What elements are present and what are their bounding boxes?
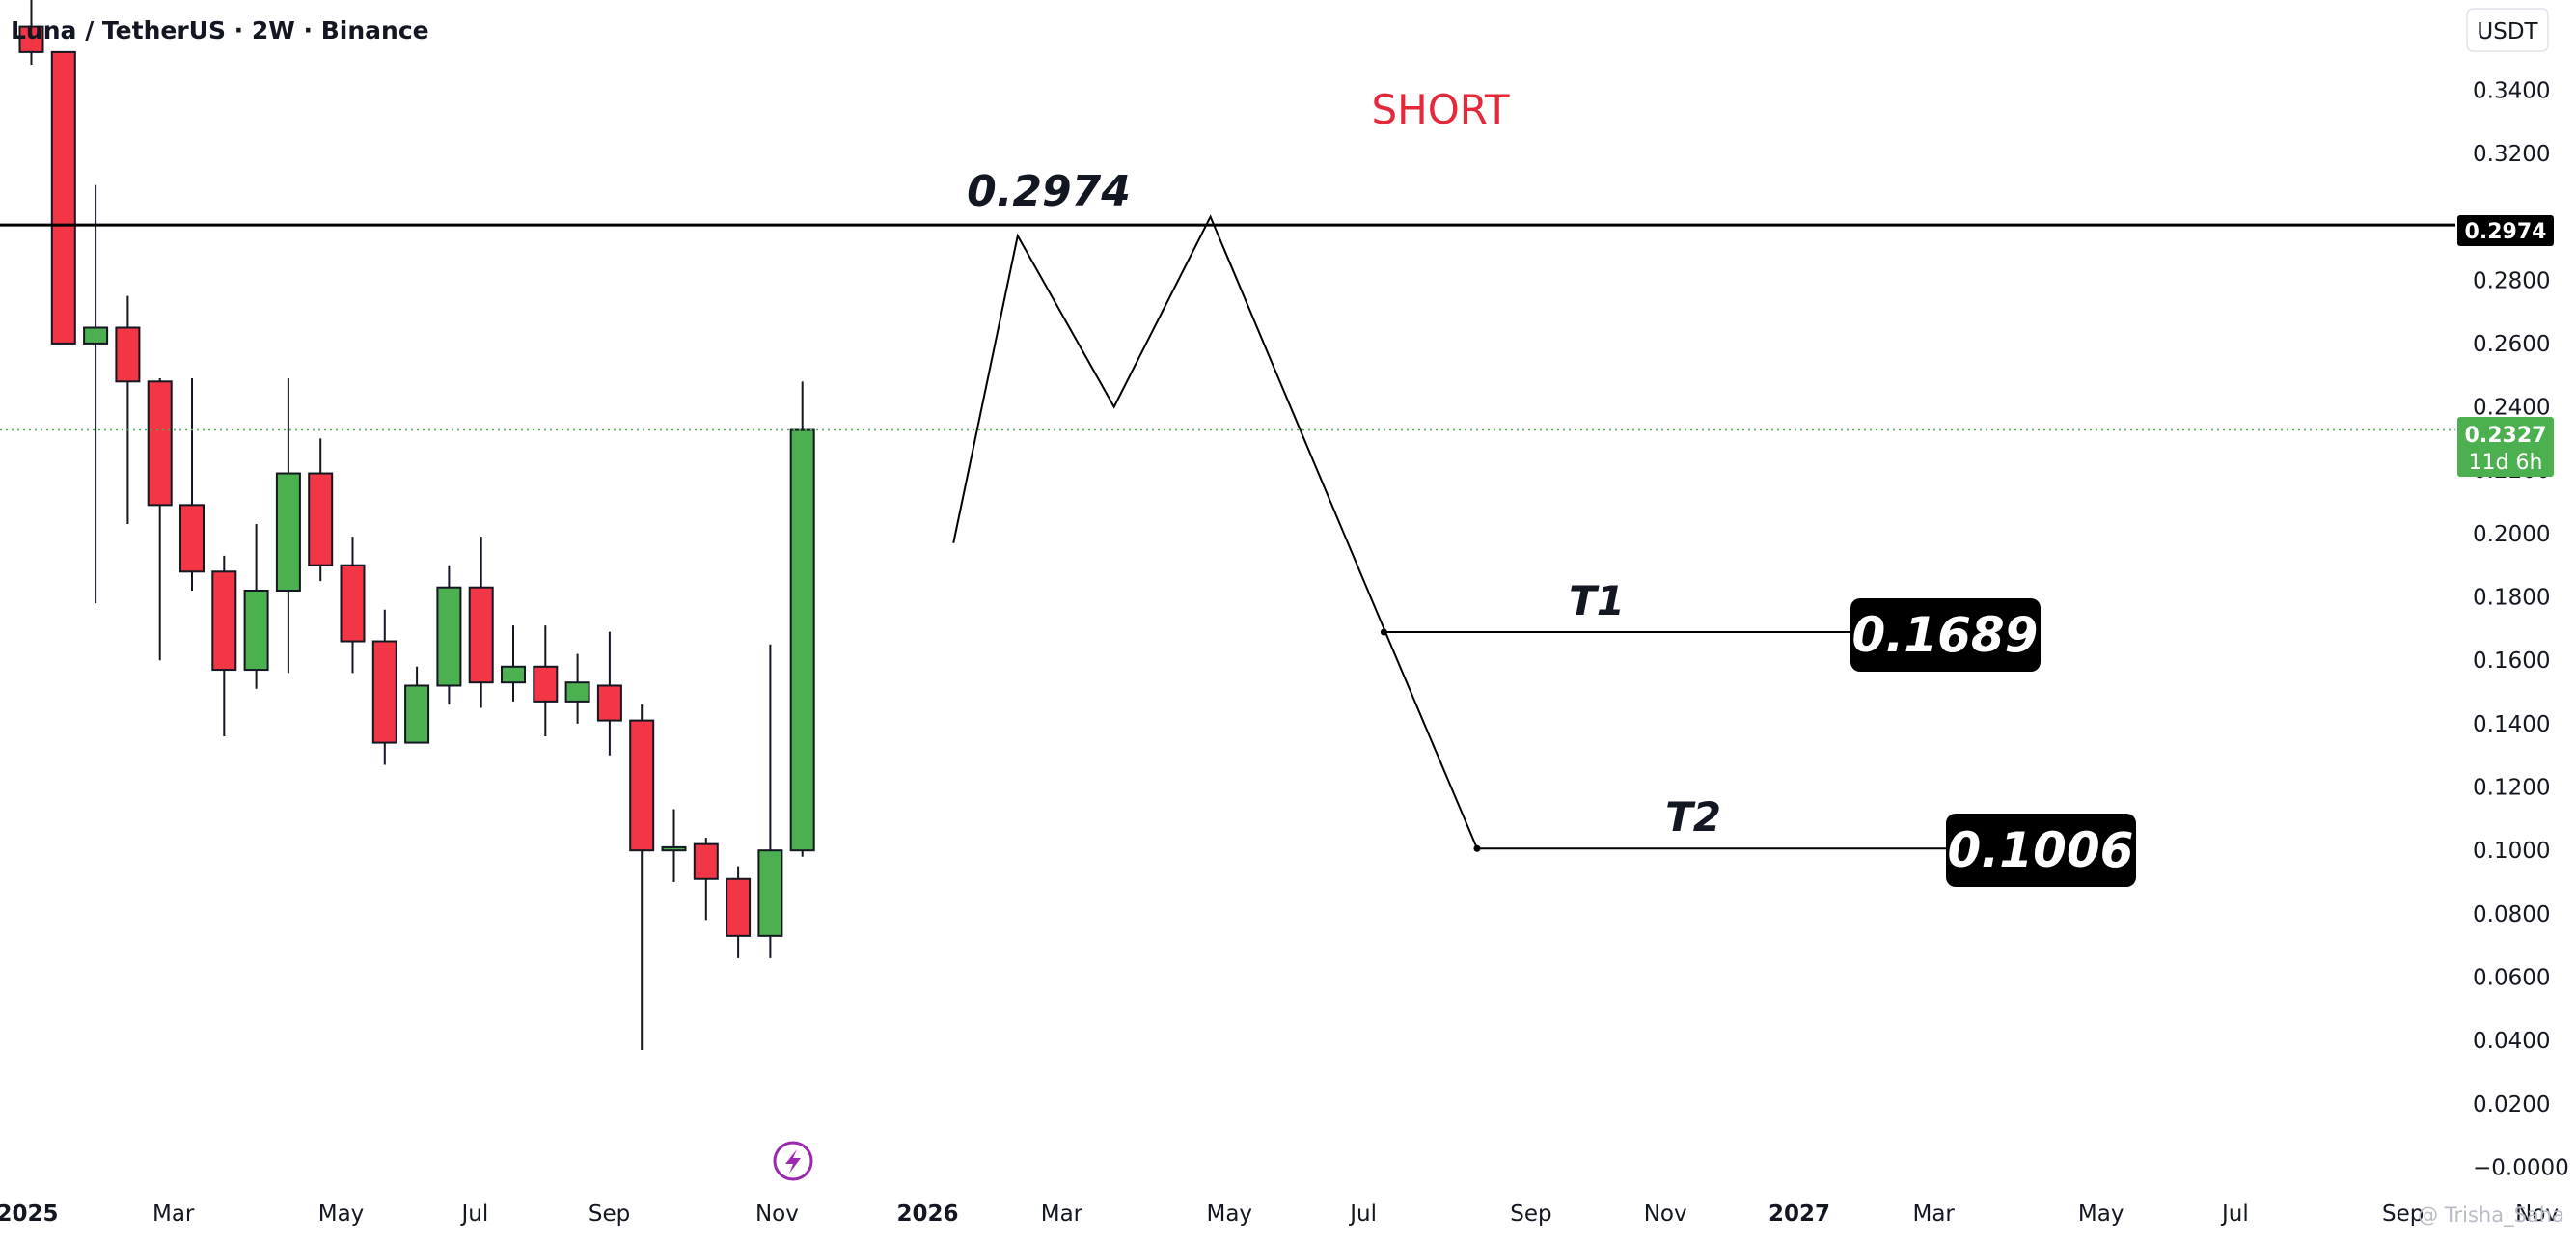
candle-body — [468, 586, 494, 684]
short-label: SHORT — [1371, 86, 1509, 133]
y-tick-label: 0.2800 — [2473, 268, 2550, 293]
candle-body — [179, 504, 205, 573]
countdown-text: 11d 6h — [2469, 451, 2543, 475]
last-price-text: 0.2327 — [2465, 424, 2547, 448]
x-tick-label: Sep — [2382, 1202, 2424, 1227]
candle-body — [371, 640, 397, 744]
y-tick-label: 0.0600 — [2473, 966, 2550, 991]
target-anchor-t2 — [1473, 844, 1481, 852]
lightning-icon[interactable] — [773, 1141, 813, 1181]
x-tick-label: 2027 — [1768, 1202, 1830, 1227]
resistance-price-badge: 0.2974 — [2457, 215, 2554, 246]
candle-body — [308, 472, 334, 566]
candle-body — [596, 684, 622, 722]
watermark: @ Trisha_Saha — [2418, 1203, 2564, 1228]
candle-body — [340, 564, 366, 643]
x-tick-label: May — [318, 1202, 365, 1227]
y-tick-label: 0.1600 — [2473, 649, 2550, 674]
t1-label: T1 — [1569, 577, 1625, 624]
y-tick-label: 0.2400 — [2473, 396, 2550, 421]
x-tick-label: Jul — [2220, 1202, 2249, 1227]
target-anchor-t1 — [1380, 628, 1387, 636]
y-tick-label: 0.0200 — [2473, 1092, 2550, 1118]
resistance-price-text: 0.2974 — [2465, 220, 2547, 244]
x-tick-label: Jul — [459, 1202, 488, 1227]
candle-body — [115, 326, 141, 383]
x-tick-label: Sep — [589, 1202, 630, 1227]
candle-body — [275, 472, 301, 592]
y-tick-label: 0.2600 — [2473, 332, 2550, 357]
x-axis: 2025 Mar May Jul Sep Nov 2026 Mar May Jul Sep Nov 20… — [0, 1202, 2559, 1227]
y-tick-label: 0.0800 — [2473, 902, 2550, 927]
y-tick-label: 0.1200 — [2473, 776, 2550, 801]
projection-path — [952, 214, 1478, 849]
x-tick-label: 2025 — [0, 1202, 59, 1227]
x-tick-label: Mar — [152, 1202, 195, 1227]
last-price-badge: 0.2327 11d 6h — [2457, 417, 2554, 477]
x-tick-label: May — [2078, 1202, 2124, 1227]
candle-body — [436, 586, 462, 687]
t2-value-badge: 0.1006 — [1946, 814, 2136, 887]
drawing-lines — [0, 214, 2455, 852]
y-tick-label: 0.3400 — [2473, 78, 2550, 103]
candle-body — [789, 428, 815, 852]
y-tick-label: 0.2000 — [2473, 522, 2550, 547]
y-tick-label: 0.1800 — [2473, 586, 2550, 611]
x-tick-label: Nov — [2515, 1202, 2559, 1227]
y-tick-label: 0.1400 — [2473, 712, 2550, 737]
y-tick-label: 0.0400 — [2473, 1029, 2550, 1054]
currency-button[interactable]: USDT — [2466, 8, 2549, 52]
t2-label: T2 — [1665, 793, 1721, 841]
t1-value-badge: 0.1689 — [1850, 598, 2041, 672]
candle-body — [757, 849, 783, 937]
candles — [18, 0, 815, 1051]
candle-body — [404, 684, 430, 744]
resistance-label: 0.2974 — [967, 167, 1131, 216]
candle-body — [18, 25, 44, 53]
candle-body — [661, 845, 687, 852]
candle-body — [501, 665, 526, 684]
x-tick-label: Mar — [1041, 1202, 1083, 1227]
candle-body — [533, 665, 559, 703]
candle-body — [147, 380, 173, 507]
y-axis: 0.34000.32000.28000.26000.24000.22000.20… — [2473, 78, 2569, 1180]
candle-body — [693, 842, 719, 880]
currency-label: USDT — [2477, 19, 2538, 44]
x-tick-label: Jul — [1348, 1202, 1377, 1227]
y-tick-label: −0.0000 — [2473, 1156, 2569, 1181]
x-tick-label: Nov — [1644, 1202, 1687, 1227]
candle-body — [83, 326, 109, 345]
candle-body — [726, 877, 752, 937]
y-tick-label: 0.3200 — [2473, 142, 2550, 167]
chart-title: Luna / TetherUS · 2W · Binance — [11, 16, 429, 44]
t1-value: 0.1689 — [1852, 607, 2039, 663]
candle-body — [211, 570, 237, 672]
candle-body — [50, 50, 76, 345]
x-tick-label: Mar — [1912, 1202, 1955, 1227]
y-tick-label: 0.1000 — [2473, 839, 2550, 864]
candle-body — [243, 589, 269, 672]
candle-body — [564, 681, 590, 703]
x-tick-label: 2026 — [897, 1202, 959, 1227]
x-tick-label: Sep — [1510, 1202, 1551, 1227]
t2-value: 0.1006 — [1948, 822, 2134, 878]
candle-body — [629, 719, 655, 852]
x-tick-label: Nov — [755, 1202, 799, 1227]
x-tick-label: May — [1206, 1202, 1252, 1227]
